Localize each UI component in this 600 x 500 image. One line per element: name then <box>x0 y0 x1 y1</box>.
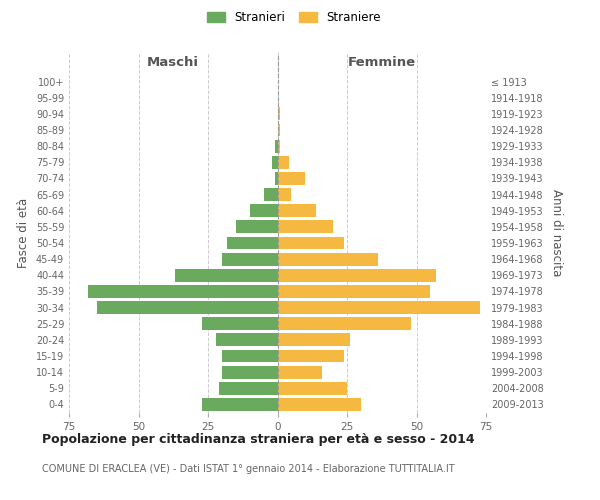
Text: Maschi: Maschi <box>147 56 199 68</box>
Bar <box>277 188 292 201</box>
Text: COMUNE DI ERACLEA (VE) - Dati ISTAT 1° gennaio 2014 - Elaborazione TUTTITALIA.IT: COMUNE DI ERACLEA (VE) - Dati ISTAT 1° g… <box>42 464 455 474</box>
Bar <box>277 366 322 378</box>
Bar <box>277 172 305 185</box>
Bar <box>277 140 280 152</box>
Bar <box>227 236 277 250</box>
Bar <box>275 172 277 185</box>
Bar <box>277 350 344 362</box>
Bar <box>277 124 280 136</box>
Legend: Stranieri, Straniere: Stranieri, Straniere <box>202 6 386 29</box>
Bar <box>250 204 277 217</box>
Bar <box>275 140 277 152</box>
Bar <box>277 252 377 266</box>
Bar <box>222 252 277 266</box>
Bar <box>277 156 289 168</box>
Bar <box>222 350 277 362</box>
Bar <box>222 366 277 378</box>
Bar <box>277 285 430 298</box>
Bar <box>277 398 361 411</box>
Bar <box>202 398 277 411</box>
Text: Femmine: Femmine <box>347 56 416 68</box>
Bar <box>175 269 277 281</box>
Text: Popolazione per cittadinanza straniera per età e sesso - 2014: Popolazione per cittadinanza straniera p… <box>42 432 475 446</box>
Bar <box>217 334 277 346</box>
Bar <box>277 269 436 281</box>
Bar <box>277 334 350 346</box>
Bar <box>277 236 344 250</box>
Bar <box>88 285 277 298</box>
Bar <box>277 204 316 217</box>
Bar <box>277 220 333 234</box>
Bar <box>97 301 277 314</box>
Bar <box>219 382 277 394</box>
Y-axis label: Fasce di età: Fasce di età <box>17 198 30 268</box>
Bar <box>202 318 277 330</box>
Bar <box>277 318 411 330</box>
Bar <box>236 220 277 234</box>
Bar <box>272 156 277 168</box>
Bar <box>277 108 280 120</box>
Bar <box>277 301 481 314</box>
Y-axis label: Anni di nascita: Anni di nascita <box>550 189 563 276</box>
Bar <box>277 382 347 394</box>
Bar <box>263 188 277 201</box>
